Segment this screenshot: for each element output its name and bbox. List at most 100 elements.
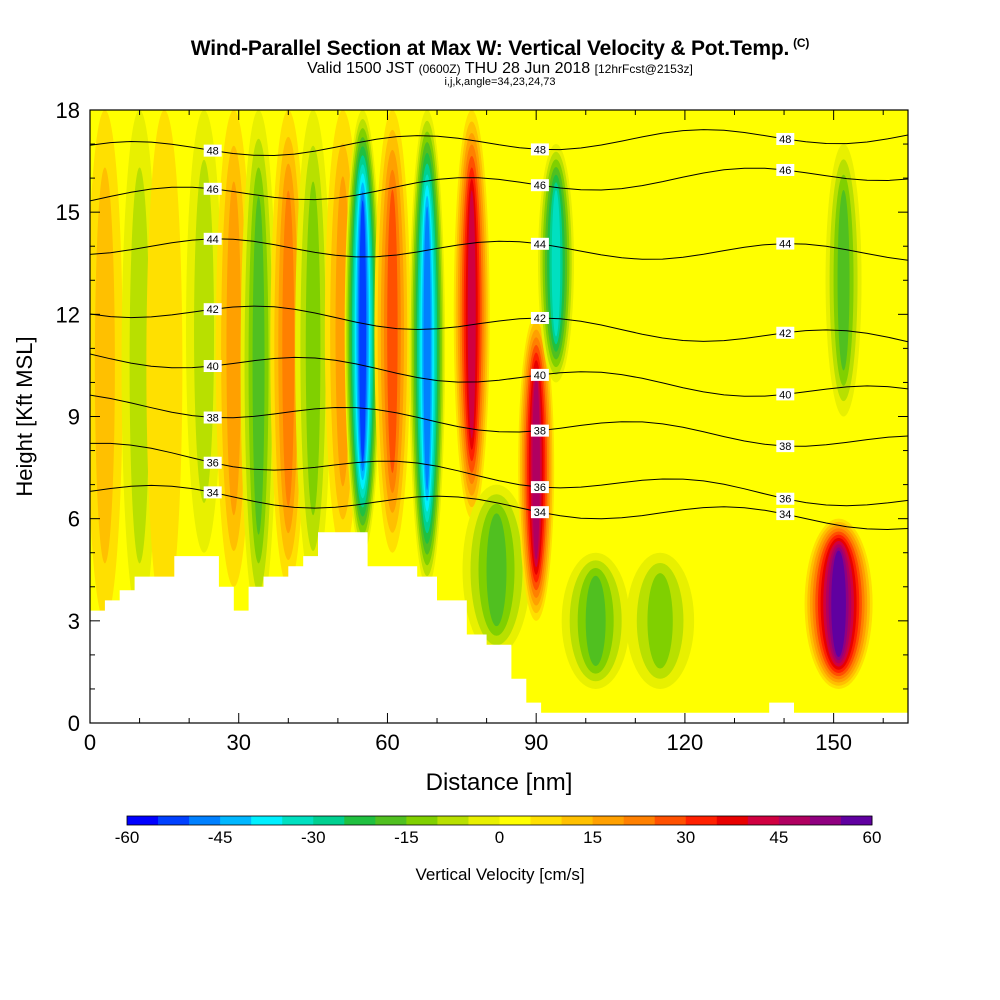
colorbar-swatch-7 — [344, 816, 376, 825]
contour-label-46-1: 46 — [530, 179, 549, 192]
colorbar-tick-0: 0 — [495, 828, 504, 847]
svg-text:48: 48 — [534, 144, 546, 156]
colorbar-swatch-16 — [623, 816, 656, 825]
section-indices: i,j,k,angle=34,23,24,73 — [444, 76, 556, 88]
w-feature-9-level-10 — [359, 200, 367, 463]
contour-label-40-2: 40 — [776, 388, 795, 401]
chart-title: Wind-Parallel Section at Max W: Vertical… — [0, 36, 1000, 61]
contour-label-46-0: 46 — [203, 182, 222, 196]
w-feature-6-level-3 — [282, 190, 295, 507]
x-tick-label-120: 120 — [667, 730, 704, 755]
svg-text:42: 42 — [534, 313, 546, 325]
y-tick-label-6: 6 — [68, 507, 80, 532]
contour-label-44-0: 44 — [203, 232, 222, 246]
colorbar-swatch-12 — [499, 816, 532, 825]
y-tick-label-9: 9 — [68, 405, 80, 430]
chart-title-text: Wind-Parallel Section at Max W: Vertical… — [190, 37, 790, 60]
contour-label-44-1: 44 — [530, 237, 549, 251]
colorbar-swatch-0 — [127, 816, 159, 825]
theta-contour-40 — [90, 353, 908, 397]
valid-date: THU 28 Jun 2018 — [464, 60, 591, 77]
colorbar-tick--15: -15 — [394, 828, 419, 847]
contour-label-38-1: 38 — [530, 424, 549, 438]
colorbar-frame — [126, 815, 873, 826]
svg-text:46: 46 — [534, 180, 546, 192]
colorbar-tick-60: 60 — [863, 828, 882, 847]
colorbar-swatch-14 — [561, 816, 594, 825]
svg-text:40: 40 — [534, 370, 546, 382]
y-tick-label-3: 3 — [68, 609, 80, 634]
svg-text:36: 36 — [534, 482, 546, 494]
svg-text:44: 44 — [534, 239, 546, 251]
x-tick-label-60: 60 — [375, 730, 399, 755]
contour-label-44-2: 44 — [776, 237, 795, 251]
theta-contour-42 — [90, 305, 908, 343]
y-axis-label: Height [Kft MSL] — [12, 336, 37, 496]
y-tick-label-0: 0 — [68, 711, 80, 736]
svg-text:46: 46 — [207, 184, 219, 196]
w-feature-5-level-3 — [252, 196, 265, 535]
contour-label-40-0: 40 — [203, 360, 222, 373]
colorbar-swatch-4 — [251, 816, 283, 825]
contour-label-34-2: 34 — [776, 508, 795, 521]
colorbar-tick--60: -60 — [115, 828, 140, 847]
plot-area: 34 34 34 36 36 36 38 38 38 40 40 40 42 42 42 44 44 44 46 46… — [90, 110, 908, 723]
w-feature-18-level-11 — [833, 553, 844, 654]
colorbar-swatch-20 — [747, 816, 780, 825]
theta-contour-46 — [90, 167, 908, 202]
colorbar-swatch-18 — [685, 816, 718, 825]
y-tick-label-18: 18 — [56, 98, 80, 123]
x-tick-label-30: 30 — [226, 730, 250, 755]
w-feature-4-level-2 — [226, 181, 242, 516]
colorbar-swatch-10 — [437, 816, 469, 825]
copyright-mark: (C) — [793, 36, 810, 50]
svg-text:44: 44 — [779, 239, 791, 251]
contour-label-42-0: 42 — [203, 303, 222, 316]
theta-contour-44 — [90, 238, 908, 261]
svg-text:34: 34 — [779, 509, 791, 521]
contour-label-48-2: 48 — [776, 132, 795, 146]
w-feature-19-level-3 — [837, 190, 850, 371]
contour-label-36-1: 36 — [530, 481, 549, 494]
contour-label-34-1: 34 — [530, 506, 549, 519]
w-feature-15-level-6 — [551, 190, 561, 337]
terrain-mask — [90, 532, 908, 723]
svg-text:38: 38 — [779, 441, 791, 453]
contour-label-38-0: 38 — [203, 411, 222, 425]
svg-text:40: 40 — [779, 389, 791, 401]
contour-label-42-2: 42 — [776, 326, 795, 340]
theta-contour-38 — [90, 394, 908, 447]
colorbar-swatch-17 — [654, 816, 687, 825]
svg-text:42: 42 — [207, 304, 219, 316]
colorbar-swatch-13 — [530, 816, 563, 825]
svg-text:36: 36 — [779, 494, 791, 506]
svg-text:34: 34 — [534, 507, 546, 519]
x-tick-label-90: 90 — [524, 730, 548, 755]
colorbar-swatch-2 — [189, 816, 221, 825]
contour-label-48-1: 48 — [530, 143, 549, 156]
x-tick-label-150: 150 — [815, 730, 852, 755]
w-feature-0-level-1 — [94, 167, 115, 564]
contour-label-38-2: 38 — [776, 440, 795, 453]
svg-text:40: 40 — [207, 361, 219, 373]
w-feature-16-level-3 — [585, 575, 606, 666]
theta-contour-48 — [90, 129, 908, 157]
colorbar-swatch-3 — [220, 816, 252, 825]
svg-text:48: 48 — [207, 146, 219, 158]
colorbar-tick--45: -45 — [208, 828, 233, 847]
w-feature-2-level-0 — [146, 110, 183, 621]
svg-text:38: 38 — [207, 413, 219, 425]
colorbar-swatch-21 — [778, 816, 811, 825]
colorbar-tick-15: 15 — [583, 828, 602, 847]
svg-text:42: 42 — [779, 328, 791, 340]
contour-label-48-0: 48 — [203, 144, 222, 158]
svg-text:48: 48 — [779, 134, 791, 146]
colorbar-swatch-1 — [158, 816, 190, 825]
contour-label-36-0: 36 — [203, 456, 222, 470]
svg-text:36: 36 — [207, 458, 219, 470]
w-feature-11-level-9 — [423, 206, 431, 491]
w-feature-14-level-8 — [532, 375, 540, 560]
colorbar-swatch-6 — [313, 816, 345, 825]
